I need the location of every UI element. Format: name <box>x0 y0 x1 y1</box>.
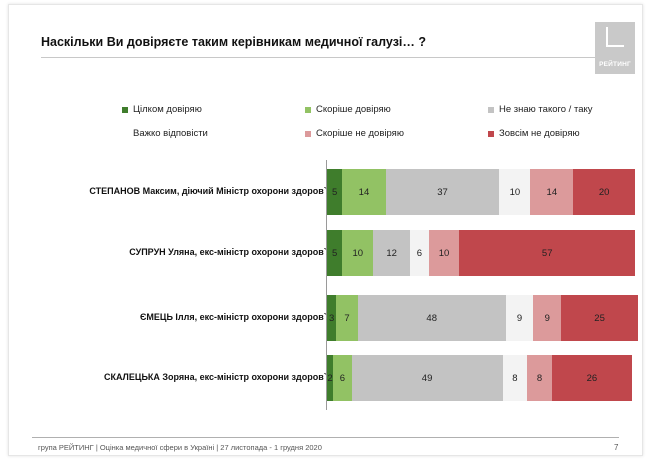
legend-swatch <box>305 130 311 137</box>
legend-swatch <box>122 131 128 137</box>
bar-segment: 3 <box>327 295 337 341</box>
bar-segment: 7 <box>336 295 358 341</box>
legend-item: Скоріше довіряю <box>305 104 391 115</box>
footer-divider <box>32 437 619 438</box>
legend-label: Важко відповісти <box>133 128 208 139</box>
bar-segment: 10 <box>499 169 531 215</box>
legend-label: Скоріше не довіряю <box>316 128 404 139</box>
bar-segment: 5 <box>327 169 343 215</box>
legend-item: Не знаю такого / таку <box>488 104 593 115</box>
category-label: ЄМЕЦЬ Ілля, екс-міністр охорони здоров`я <box>139 312 332 322</box>
category-axis-line <box>326 160 327 410</box>
bar-segment: 6 <box>333 355 352 401</box>
bar-segment: 8 <box>502 355 528 401</box>
category-label: СУПРУН Уляна, екс-міністр охорони здоров… <box>129 247 332 257</box>
legend-label: Цілком довіряю <box>133 104 202 115</box>
legend-item: Важко відповісти <box>122 128 208 139</box>
bar-segment: 12 <box>373 230 411 276</box>
legend-swatch <box>122 106 128 113</box>
bar-segment: 2 <box>327 355 334 401</box>
chart-title: Наскільки Ви довіряєте таким керівникам … <box>41 35 426 49</box>
category-label: СТЕПАНОВ Максим, діючий Міністр охорони … <box>89 186 332 196</box>
legend-item: Цілком довіряю <box>122 104 202 115</box>
legend-item: Скоріше не довіряю <box>305 128 404 139</box>
bar-segment: 14 <box>342 169 386 215</box>
legend-swatch <box>488 106 494 113</box>
bar-segment: 20 <box>573 169 635 215</box>
bar-segment: 9 <box>533 295 562 341</box>
category-label: СКАЛЕЦЬКА Зоряна, екс-міністр охорони зд… <box>103 372 332 382</box>
legend-swatch <box>305 106 311 113</box>
bar-segment: 6 <box>410 230 429 276</box>
bar-segment: 5 <box>327 230 343 276</box>
bar-segment: 9 <box>505 295 534 341</box>
bar-segment: 57 <box>459 230 635 276</box>
legend-label: Зовсім не довіряю <box>499 128 580 139</box>
legend-label: Скоріше довіряю <box>316 104 391 115</box>
page-number: 7 <box>614 443 619 452</box>
legend-label: Не знаю такого / таку <box>499 104 593 115</box>
bar-segment: 37 <box>385 169 500 215</box>
legend-item: Зовсім не довіряю <box>488 128 580 139</box>
legend-swatch <box>488 130 494 137</box>
bar-segment: 8 <box>527 355 552 401</box>
title-divider <box>41 57 596 58</box>
bar-segment: 10 <box>342 230 374 276</box>
rating-logo: РЕЙТИНГ <box>595 22 635 74</box>
bar-segment: 14 <box>530 169 574 215</box>
bar-segment: 48 <box>357 295 506 341</box>
footer-text: група РЕЙТИНГ | Оцінка медичної сфери в … <box>38 443 322 452</box>
bar-segment: 25 <box>561 295 639 341</box>
logo-mark-icon <box>606 27 624 47</box>
bar-segment: 10 <box>428 230 460 276</box>
bar-segment: 26 <box>551 355 632 401</box>
bar-segment: 49 <box>351 355 503 401</box>
logo-text: РЕЙТИНГ <box>599 61 631 68</box>
